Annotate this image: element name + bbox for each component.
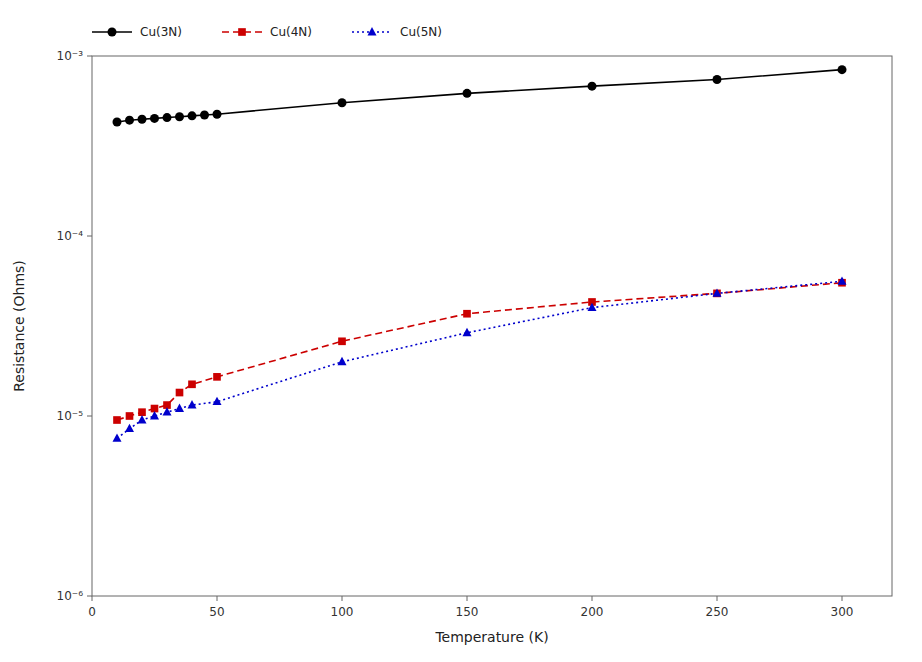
y-tick: [87, 416, 92, 417]
legend-label: Cu(4N): [270, 25, 312, 39]
y-tick-label: 10⁻³: [57, 49, 84, 63]
x-tick-label: 300: [831, 605, 854, 619]
legend-marker: [108, 28, 117, 37]
chart: 0 50 100 150 200 250 300 10⁻⁶ 10⁻⁵ 10⁻⁴ 10⁻³ Temper…: [0, 0, 922, 662]
data-point: [188, 400, 197, 408]
series-line: [117, 70, 842, 122]
x-tick: [717, 596, 718, 601]
x-tick: [342, 596, 343, 601]
legend-marker: [238, 28, 246, 36]
y-tick-label: 10⁻⁶: [57, 589, 84, 603]
y-axis: 10⁻⁶ 10⁻⁵ 10⁻⁴ 10⁻³: [57, 49, 92, 603]
data-point: [163, 407, 172, 415]
data-point: [338, 98, 347, 107]
y-tick: [87, 596, 92, 597]
data-point: [175, 112, 184, 121]
series: [113, 276, 847, 441]
data-point: [463, 310, 471, 318]
series: [113, 279, 846, 424]
legend-marker: [368, 27, 377, 35]
y-tick: [87, 56, 92, 57]
data-point: [838, 65, 847, 74]
data-point: [463, 89, 472, 98]
x-tick-label: 100: [331, 605, 354, 619]
data-point: [338, 357, 347, 365]
x-tick-label: 150: [456, 605, 479, 619]
y-tick: [87, 236, 92, 237]
x-tick: [842, 596, 843, 601]
x-tick-label: 0: [88, 605, 96, 619]
x-tick: [92, 596, 93, 601]
data-point: [150, 411, 159, 419]
data-point: [113, 416, 121, 424]
plot-background: [92, 56, 892, 596]
data-area: [113, 65, 847, 442]
data-point: [175, 404, 184, 412]
data-point: [713, 75, 722, 84]
data-point: [188, 111, 197, 120]
data-point: [463, 328, 472, 336]
data-point: [138, 115, 147, 124]
data-point: [213, 373, 221, 381]
y-tick-label: 10⁻⁴: [57, 229, 84, 243]
data-point: [588, 82, 597, 91]
x-tick: [467, 596, 468, 601]
data-point: [125, 424, 134, 432]
data-point: [200, 111, 209, 120]
x-tick-label: 200: [581, 605, 604, 619]
x-axis: 0 50 100 150 200 250 300: [88, 596, 853, 619]
legend-label: Cu(5N): [400, 25, 442, 39]
series-line: [117, 281, 842, 438]
data-point: [838, 276, 847, 284]
x-tick-label: 50: [209, 605, 224, 619]
series-line: [117, 283, 842, 420]
data-point: [125, 116, 134, 125]
data-point: [126, 412, 134, 420]
plot-frame: [92, 56, 892, 596]
data-point: [713, 288, 722, 296]
data-point: [138, 408, 146, 416]
x-tick-label: 250: [706, 605, 729, 619]
x-tick: [217, 596, 218, 601]
x-axis-label: Temperature (K): [434, 629, 548, 645]
y-tick-label: 10⁻⁵: [57, 409, 84, 423]
data-point: [138, 415, 147, 423]
data-point: [176, 389, 184, 397]
data-point: [113, 434, 122, 442]
data-point: [163, 113, 172, 122]
data-point: [150, 114, 159, 123]
legend-label: Cu(3N): [140, 25, 182, 39]
y-axis-label: Resistance (Ohms): [11, 260, 27, 392]
data-point: [113, 117, 122, 126]
data-point: [588, 303, 597, 311]
x-tick: [592, 596, 593, 601]
series: [113, 65, 847, 126]
legend: Cu(3N) Cu(4N) Cu(5N): [92, 25, 442, 39]
data-point: [188, 380, 196, 388]
data-point: [213, 397, 222, 405]
data-point: [213, 110, 222, 119]
data-point: [338, 337, 346, 345]
